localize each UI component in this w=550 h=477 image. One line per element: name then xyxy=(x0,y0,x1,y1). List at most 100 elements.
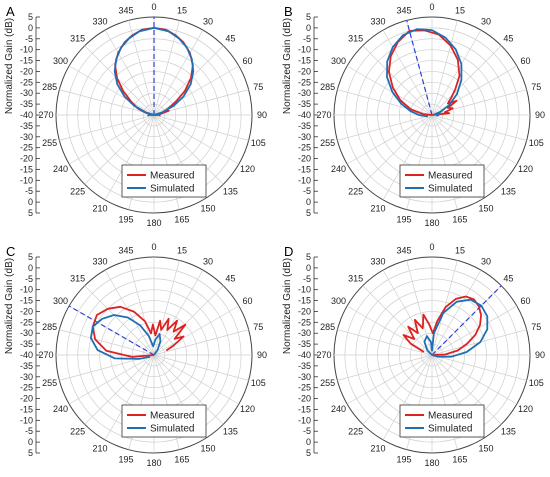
radial-tick-label: -15 xyxy=(298,296,311,306)
angle-tick-label: 30 xyxy=(481,16,491,26)
angle-tick-label: 315 xyxy=(70,34,85,44)
angle-tick-label: 330 xyxy=(92,16,107,26)
radial-tick-label: 0 xyxy=(306,23,311,33)
angle-tick-label: 180 xyxy=(424,458,439,468)
angle-tick-label: 75 xyxy=(531,322,541,332)
radial-tick-label-lower: 0 xyxy=(306,437,311,447)
radial-tick-label-lower: -5 xyxy=(25,186,33,196)
angle-tick-label: 285 xyxy=(320,82,335,92)
radial-tick-label: -10 xyxy=(298,285,311,295)
series-line-simulated xyxy=(113,26,195,117)
angle-tick-label: 120 xyxy=(240,164,255,174)
radial-tick-label: -15 xyxy=(20,56,33,66)
angle-tick-label: 90 xyxy=(257,110,267,120)
grid-spoke xyxy=(431,305,518,356)
grid-spoke xyxy=(68,114,155,165)
angle-tick-label: 150 xyxy=(200,444,215,454)
angle-tick-label: 285 xyxy=(320,322,335,332)
grid-spoke xyxy=(68,354,155,405)
radial-tick-label: -40 xyxy=(298,350,311,360)
radial-tick-label: 5 xyxy=(28,252,33,262)
grid-spoke xyxy=(431,20,458,116)
radial-tick-label: -35 xyxy=(20,339,33,349)
angle-tick-label: 315 xyxy=(70,274,85,284)
grid-spoke xyxy=(431,45,502,116)
angle-tick-label: 210 xyxy=(370,204,385,214)
legend-label: Simulated xyxy=(150,424,194,435)
angle-tick-label: 210 xyxy=(370,444,385,454)
angle-tick-label: 15 xyxy=(455,6,465,16)
angle-tick-label: 0 xyxy=(151,2,156,12)
radial-tick-label: -25 xyxy=(298,77,311,87)
legend-box xyxy=(121,404,207,438)
grid-spoke xyxy=(84,114,155,185)
angle-tick-label: 345 xyxy=(119,246,134,256)
angle-tick-label: 90 xyxy=(535,350,545,360)
radial-tick-label-lower: -35 xyxy=(20,121,33,131)
radial-tick-label: 5 xyxy=(28,12,33,22)
radial-tick-label-lower: -25 xyxy=(20,143,33,153)
radial-tick-label: -40 xyxy=(20,350,33,360)
radial-tick-label: -20 xyxy=(20,66,33,76)
radial-tick-label: 0 xyxy=(28,263,33,273)
radial-tick-label-lower: 0 xyxy=(28,197,33,207)
angle-tick-label: 315 xyxy=(348,274,363,284)
angle-tick-label: 60 xyxy=(521,296,531,306)
radial-tick-label-lower: -5 xyxy=(303,426,311,436)
radial-tick-label-lower: 0 xyxy=(28,437,33,447)
angle-tick-label: 300 xyxy=(53,296,68,306)
angle-tick-label: 30 xyxy=(481,256,491,266)
grid-spoke xyxy=(153,114,224,185)
series-line-simulated xyxy=(386,28,463,118)
angle-tick-label: 105 xyxy=(251,378,266,388)
radial-tick-label: -40 xyxy=(20,110,33,120)
series-line-simulated xyxy=(90,314,162,360)
radial-tick-label-lower: -35 xyxy=(298,121,311,131)
panel-letter: A xyxy=(6,4,15,19)
radial-tick-label-lower: -20 xyxy=(20,154,33,164)
legend-label: Simulated xyxy=(150,184,194,195)
radial-tick-label-lower: -25 xyxy=(298,383,311,393)
legend-label: Simulated xyxy=(428,424,472,435)
grid-spoke xyxy=(431,269,482,356)
radial-tick-label: -5 xyxy=(303,34,311,44)
radial-tick-label: -30 xyxy=(20,88,33,98)
legend-label: Measured xyxy=(428,171,472,182)
radial-tick-label: -25 xyxy=(20,317,33,327)
angle-tick-label: 330 xyxy=(370,256,385,266)
angle-tick-label: 165 xyxy=(174,214,189,224)
angle-tick-label: 195 xyxy=(397,454,412,464)
grid-spoke xyxy=(153,285,224,356)
radial-tick-label: -5 xyxy=(303,274,311,284)
angle-tick-label: 165 xyxy=(452,454,467,464)
radial-tick-label: -30 xyxy=(20,328,33,338)
radial-tick-label: 5 xyxy=(306,12,311,22)
angle-tick-label: 225 xyxy=(348,186,363,196)
radial-tick-label-lower: -15 xyxy=(298,404,311,414)
grid-spoke xyxy=(153,114,249,141)
angle-tick-label: 300 xyxy=(331,56,346,66)
angle-tick-label: 240 xyxy=(53,404,68,414)
angle-tick-label: 255 xyxy=(320,378,335,388)
angle-tick-label: 330 xyxy=(92,256,107,266)
grid-spoke xyxy=(346,354,433,405)
radial-tick-label: -30 xyxy=(298,328,311,338)
angle-tick-label: 135 xyxy=(501,186,516,196)
panel-d: D 0 15 30 45 60 75 90 105 120 135 150 165 180 195 210 22… xyxy=(282,242,545,468)
radial-tick-label: -30 xyxy=(298,88,311,98)
series-line-simulated xyxy=(423,298,489,358)
angle-tick-label: 270 xyxy=(316,350,331,360)
grid-spoke xyxy=(346,114,433,165)
radial-tick-label: -35 xyxy=(20,99,33,109)
radial-tick-label-lower: -10 xyxy=(298,415,311,425)
grid-spoke xyxy=(406,260,433,356)
grid-spoke xyxy=(104,29,155,116)
panel-letter: C xyxy=(6,244,15,259)
grid-spoke xyxy=(153,29,204,116)
radial-tick-label-lower: -35 xyxy=(20,361,33,371)
legend-box xyxy=(399,164,485,198)
angle-tick-label: 60 xyxy=(243,296,253,306)
radial-tick-label: 0 xyxy=(306,263,311,273)
radial-tick-label: -25 xyxy=(20,77,33,87)
